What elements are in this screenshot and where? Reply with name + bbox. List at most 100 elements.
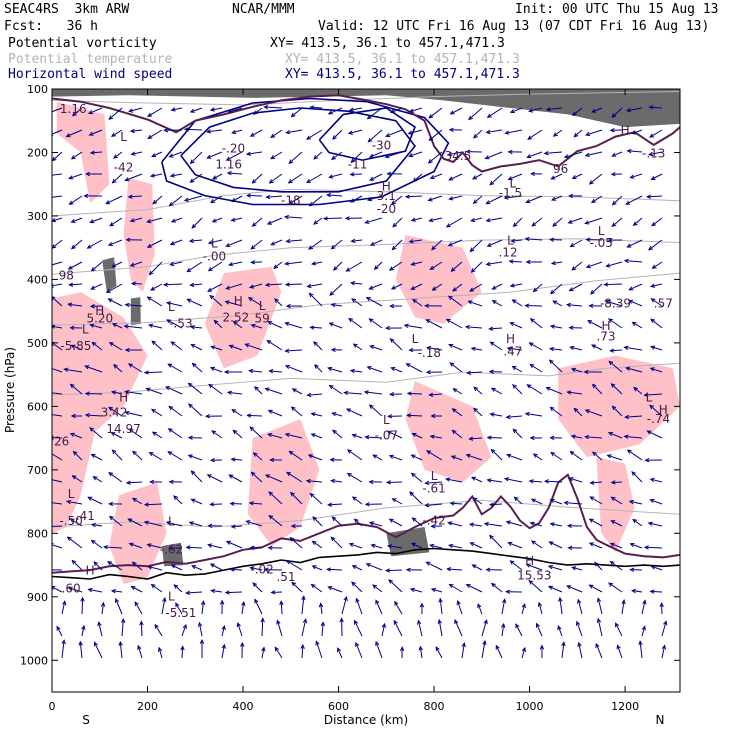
wind-vector (607, 454, 623, 461)
wind-vector (301, 596, 305, 615)
wind-vector (308, 454, 323, 461)
wind-vector (229, 345, 243, 351)
wind-vector (208, 544, 223, 549)
wind-vector-head (590, 289, 595, 295)
wind-vector (166, 302, 183, 307)
wind-vector (469, 283, 483, 292)
wind-vector-head (125, 480, 131, 485)
wind-vector-head (638, 640, 643, 646)
wind-vector-head (408, 347, 414, 353)
wind-vector-head (571, 266, 577, 271)
wind-vector (350, 195, 363, 203)
wind-vector (211, 430, 223, 439)
wind-vector-head (328, 174, 334, 179)
wind-vector (651, 217, 663, 227)
wind-vector-head (590, 198, 596, 203)
wind-vector (417, 620, 423, 637)
wind-vector (166, 319, 183, 329)
wind-vector (246, 520, 263, 527)
wind-vector-head (270, 590, 276, 595)
contour-annotation: 96 (553, 162, 568, 176)
wind-vector (615, 623, 623, 637)
wind-vector-head (486, 113, 492, 118)
wind-vector (594, 562, 603, 571)
wind-vector-head (111, 449, 117, 455)
wind-vector (514, 496, 523, 505)
wind-vector (113, 364, 123, 373)
wind-vector (491, 387, 503, 395)
wind-vector-head (247, 297, 253, 302)
wind-vector (446, 217, 463, 228)
wind-vector-head (608, 582, 613, 587)
wind-vector (529, 107, 543, 112)
x-tick-label: 400 (233, 700, 254, 713)
wind-vector-head (419, 602, 425, 608)
wind-vector (446, 478, 463, 483)
wind-vector (306, 173, 323, 183)
wind-vector (191, 498, 203, 505)
wind-vector-head (663, 620, 668, 626)
wind-vector-head (625, 366, 631, 371)
wind-vector-head (643, 545, 649, 550)
wind-vector-head (410, 542, 417, 547)
wind-vector-head (87, 110, 94, 115)
wind-vector (370, 239, 383, 246)
wind-vector (448, 295, 463, 307)
wind-vector (591, 107, 603, 113)
wind-vector (270, 129, 283, 138)
wind-vector (431, 239, 443, 251)
wind-vector (207, 151, 223, 159)
wind-vector (352, 434, 363, 439)
wind-vector-head (510, 238, 516, 243)
wind-vector (391, 367, 403, 373)
wind-vector-head (70, 244, 76, 250)
wind-vector (310, 106, 323, 109)
wind-vector (307, 393, 323, 396)
contour-annotation: 15.53 (517, 569, 551, 583)
wind-vector (630, 173, 643, 179)
wind-vector-head (485, 261, 491, 267)
wind-vector (129, 543, 143, 549)
wind-vector (131, 282, 143, 285)
wind-vector-head (651, 221, 657, 227)
wind-vector-head (547, 565, 553, 570)
wind-vector-head (557, 625, 562, 631)
wind-vector-head (327, 366, 333, 372)
wind-vector-head (225, 242, 231, 247)
wind-vector (351, 239, 363, 242)
contour-annotation: L (598, 224, 605, 238)
wind-vector (166, 521, 183, 527)
wind-vector-head (537, 601, 543, 607)
wind-vector-head (364, 502, 370, 507)
wind-vector-head (389, 392, 395, 397)
wind-vector (147, 129, 163, 139)
wind-vector (487, 479, 503, 483)
wind-vector-head (300, 643, 305, 649)
wind-vector-head (150, 286, 156, 291)
wind-vector-head (530, 171, 536, 177)
wind-vector (590, 481, 603, 484)
wind-vector (549, 541, 563, 549)
wind-vector-head (249, 426, 255, 431)
wind-vector (355, 598, 363, 615)
wind-vector-head (470, 346, 476, 352)
wind-vector (67, 500, 83, 505)
wind-vector (521, 603, 526, 615)
wind-vector (527, 129, 543, 140)
wind-vector (649, 106, 663, 109)
wind-vector-head (313, 220, 319, 225)
contour-annotation: -.62 (160, 543, 183, 557)
wind-vector (276, 620, 283, 637)
wind-vector-head (486, 478, 492, 483)
wind-vector-head (231, 197, 237, 202)
wind-vector-head (594, 561, 599, 567)
wind-vector (590, 283, 603, 295)
wind-vector (550, 499, 563, 505)
wind-vector (169, 151, 183, 158)
y-tick-label: 600 (27, 400, 48, 413)
contour-annotation: -5.85 (60, 339, 91, 353)
wind-vector (301, 619, 307, 637)
wind-vector-head (168, 201, 174, 207)
wind-vector-head (583, 369, 589, 375)
wind-vector-head (130, 585, 136, 591)
